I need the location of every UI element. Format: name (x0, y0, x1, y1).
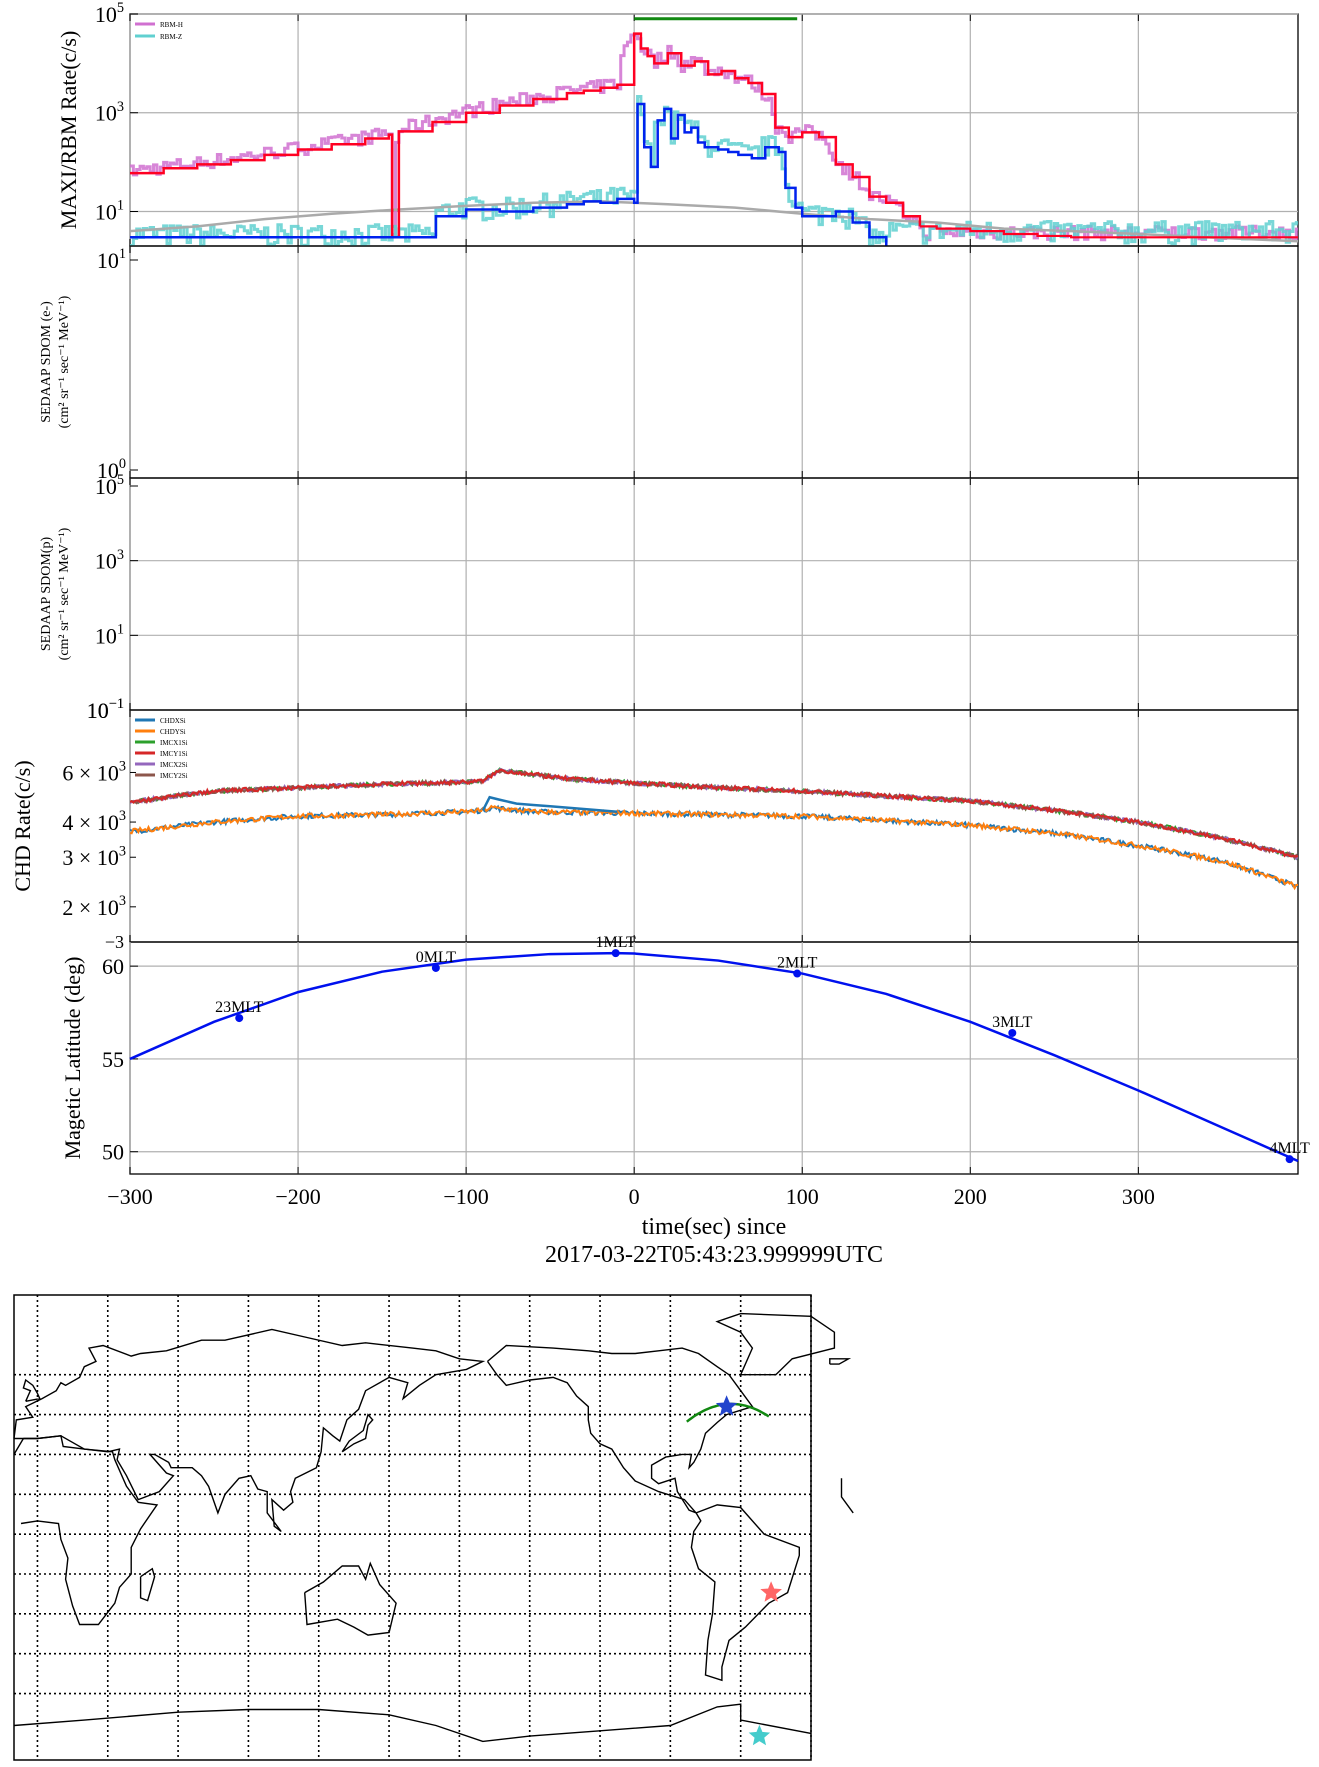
y-tick-label: 10−1 (87, 696, 124, 723)
y-tick-label: 101 (95, 198, 124, 225)
y-tick-label: 2 × 103 (62, 893, 126, 920)
mlt-marker-label: 4MLT (1269, 1140, 1310, 1157)
sedaap-e-y-axis-label: SEDAAP SDOM (e-) (39, 301, 54, 423)
mlt-marker-point (611, 949, 620, 958)
mlt-marker-label: 2MLT (777, 955, 818, 972)
legend-label: RBM-Z (160, 33, 182, 41)
sedaap-p-y-axis-label: SEDAAP SDOM(p) (39, 537, 54, 652)
panel-frame (129, 477, 1299, 711)
coastline (304, 1561, 397, 1636)
y-tick-label: 10−1 (87, 696, 124, 723)
y-tick-label: 50 (102, 1140, 124, 1165)
x-tick-label: −200 (275, 1184, 320, 1209)
rbm-h-binned-tail-line (919, 225, 1298, 239)
x-tick-label: −100 (443, 1184, 488, 1209)
coastline (486, 1344, 754, 1514)
red-star (760, 1581, 782, 1602)
rbm-h-raw-line (130, 33, 1298, 242)
rbm-y-axis-label: MAXI/RBM Rate(c/s) (56, 31, 81, 230)
cyan-star (748, 1724, 771, 1746)
mlt-marker-point (793, 969, 802, 978)
legend-label: CHDXSi (160, 717, 186, 725)
chdysi-line (130, 804, 1298, 891)
coastline (139, 1567, 156, 1602)
blue-star (715, 1395, 738, 1416)
rbm-data (130, 32, 1298, 246)
panel-frame (129, 709, 1299, 943)
mlt-marker-label: 23MLT (215, 999, 264, 1016)
map-frame (13, 1294, 812, 1761)
coastline (829, 1358, 852, 1365)
sedaap-electron-panel: 101 100 SEDAAP SDOM (e-) (cm² sr⁻¹ sec⁻¹ Me… (39, 245, 1299, 483)
rbm-z-raw-line (130, 94, 1298, 246)
mlt-marker-point (235, 1014, 244, 1023)
y-tick-label: 6 × 103 (62, 759, 126, 786)
chd-panel: 6 × 103 4 × 103 3 × 103 2 × 103 CHDXSi CHDYSi… (10, 696, 1299, 943)
x-axis-label: time(sec) since (642, 1214, 787, 1240)
imcy1si-line (130, 768, 1298, 858)
legend-label: CHDYSi (160, 728, 186, 736)
chd-y-axis-label: CHD Rate(c/s) (10, 760, 35, 891)
mlt-marker-point (431, 963, 440, 972)
y-tick-label: 103 (95, 99, 124, 126)
rbm-z-binned-line (130, 102, 888, 246)
chd-legend: CHDXSi CHDYSi IMCX1Si IMCY1Si IMCX2Si IMCY2Si (135, 717, 188, 780)
rbm-legend: RBM-H RBM-Z (135, 21, 183, 41)
panel-frame (129, 941, 1299, 1175)
y-tick-label: 105 (95, 472, 124, 499)
y-tick-label: 60 (102, 954, 124, 979)
legend-label: IMCX2Si (160, 761, 188, 769)
magnetic-latitude-panel: −300 −200 −100 0 100 200 300 50 55 60−3 23MLT 0MLT 1… (60, 932, 1310, 1268)
coastline (13, 1435, 854, 1626)
coastline (690, 1504, 800, 1682)
coastline (715, 1312, 836, 1376)
mlt-marker-label: 3MLT (992, 1014, 1033, 1031)
maglat-line (129, 951, 1299, 1163)
x-tick-label: 0 (629, 1184, 640, 1209)
legend-label: IMCX1Si (160, 739, 188, 747)
chd-data (130, 767, 1298, 891)
y-tick-label: 101 (97, 246, 126, 273)
maglat-y-axis-label: Magetic Latitude (deg) (60, 957, 85, 1160)
coastline (341, 1413, 374, 1453)
y-tick-label: 105 (95, 0, 124, 27)
y-tick-label: 103 (95, 547, 124, 574)
y-tick-label: 4 × 103 (62, 808, 126, 835)
x-tick-label: 300 (1122, 1184, 1155, 1209)
sedaap-e-y-axis-units: (cm² sr⁻¹ sec⁻¹ MeV⁻¹) (57, 295, 72, 428)
y-tick-label: 101 (95, 621, 124, 648)
legend-label: IMCY2Si (160, 772, 188, 780)
legend-label: IMCY1Si (160, 750, 188, 758)
legend-label: RBM-H (160, 21, 183, 29)
mlt-marker-label: 1MLT (596, 934, 637, 951)
mlt-marker-point (1285, 1155, 1294, 1164)
y-tick-label: 3 × 103 (62, 843, 126, 870)
panel-frame (129, 245, 1299, 479)
mlt-marker-point (1008, 1028, 1017, 1037)
coastline (13, 1328, 486, 1533)
y-tick-label: 100 (97, 456, 126, 483)
y-tick-label: 55 (102, 1047, 124, 1072)
background-model-line (130, 200, 1298, 243)
x-axis-label-date: 2017-03-22T05:43:23.999999UTC (545, 1242, 883, 1268)
rbm-panel: 101 103 105 RBM-H RBM-Z MAXI/RBM Rate(c/s) (56, 0, 1299, 247)
x-tick-label: 200 (954, 1184, 987, 1209)
coastline (13, 1703, 812, 1743)
chdxsi-bump-line (481, 795, 618, 814)
mlt-marker-label: 0MLT (416, 949, 457, 966)
x-tick-label: 100 (786, 1184, 819, 1209)
y-tick-label-clipped: −3 (105, 932, 124, 952)
coastline (22, 1378, 41, 1402)
rbm-h-binned-line (130, 32, 922, 239)
world-map (13, 1294, 854, 1761)
sedaap-p-y-axis-units: (cm² sr⁻¹ sec⁻¹ MeV⁻¹) (57, 527, 72, 660)
sedaap-proton-panel: 105 103 101 10−1 SEDAAP SDOM(p) (cm² sr⁻¹ sec… (39, 472, 1299, 723)
x-tick-label: −300 (107, 1184, 152, 1209)
